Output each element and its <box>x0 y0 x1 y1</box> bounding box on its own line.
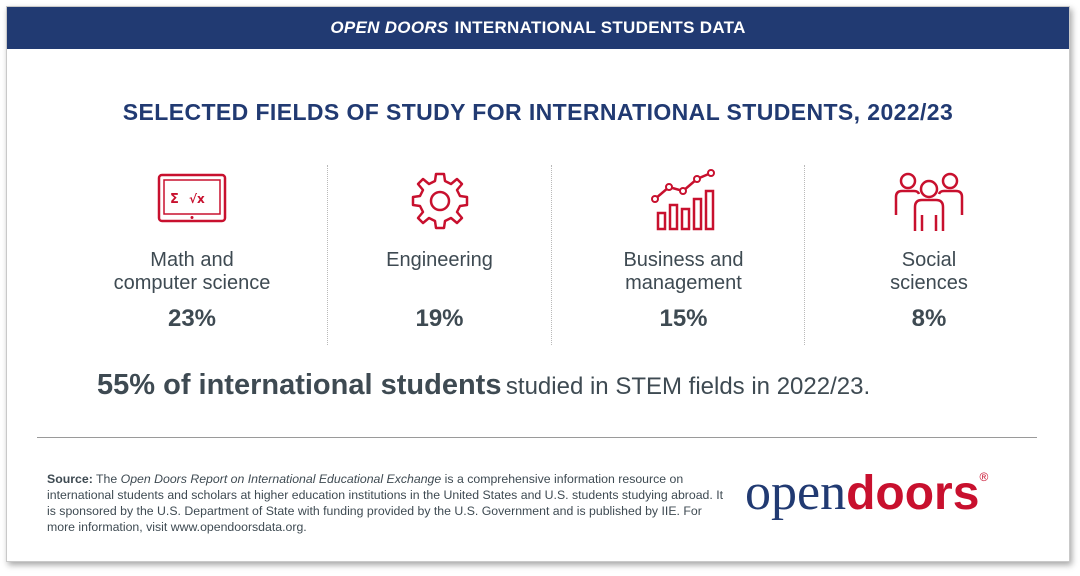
stem-highlight: 55% of international students <box>97 369 502 401</box>
stem-text: studied in STEM fields in 2022/23. <box>505 373 871 400</box>
source-report-title: Open Doors Report on International Educa… <box>120 472 442 486</box>
field-social-sciences: Social sciences 8% <box>804 157 1054 347</box>
top-banner: OPEN DOORS INTERNATIONAL STUDENTS DATA <box>7 7 1069 49</box>
svg-text:√x: √x <box>189 192 205 206</box>
field-percent: 23% <box>167 305 217 332</box>
divider <box>804 165 805 345</box>
field-percent: 15% <box>659 305 708 332</box>
field-label: Engineering <box>386 249 493 271</box>
people-group-icon <box>894 172 964 231</box>
field-percent: 19% <box>415 305 464 332</box>
field-engineering: Engineering 19% <box>327 157 552 347</box>
opendoors-logo: opendoors® <box>745 463 988 523</box>
svg-text:Σ: Σ <box>170 192 179 207</box>
stem-statement: 55% of international students studied in… <box>97 369 870 402</box>
infographic-card: OPEN DOORS INTERNATIONAL STUDENTS DATA S… <box>6 6 1070 562</box>
field-math-cs: Σ √x Math and computer science 23% <box>67 157 317 347</box>
divider <box>327 165 328 345</box>
field-label: Business and management <box>623 249 744 294</box>
page-title: SELECTED FIELDS OF STUDY FOR INTERNATION… <box>122 99 954 125</box>
source-pre: The <box>96 472 118 486</box>
logo-open: open <box>745 464 847 521</box>
field-percent: 8% <box>911 305 947 332</box>
logo-doors: doors <box>846 467 980 520</box>
math-laptop-icon: Σ √x <box>157 173 227 223</box>
field-business: Business and management 15% <box>551 157 816 347</box>
source-note: Source: The Open Doors Report on Interna… <box>47 471 727 535</box>
divider-line <box>37 437 1037 438</box>
banner-emphasis: OPEN DOORS <box>330 18 449 37</box>
field-label: Social sciences <box>890 249 968 294</box>
gear-icon <box>411 172 468 230</box>
divider <box>551 165 552 345</box>
fields-of-study: Σ √x Math and computer science 23% Engin… <box>67 157 1047 347</box>
source-body: is a comprehensive information resource … <box>47 472 724 534</box>
growth-chart-icon <box>650 169 715 231</box>
source-label: Source: <box>47 472 93 486</box>
banner-title: INTERNATIONAL STUDENTS DATA <box>454 18 746 37</box>
registered-mark: ® <box>979 470 989 484</box>
field-label: Math and computer science <box>113 249 271 294</box>
